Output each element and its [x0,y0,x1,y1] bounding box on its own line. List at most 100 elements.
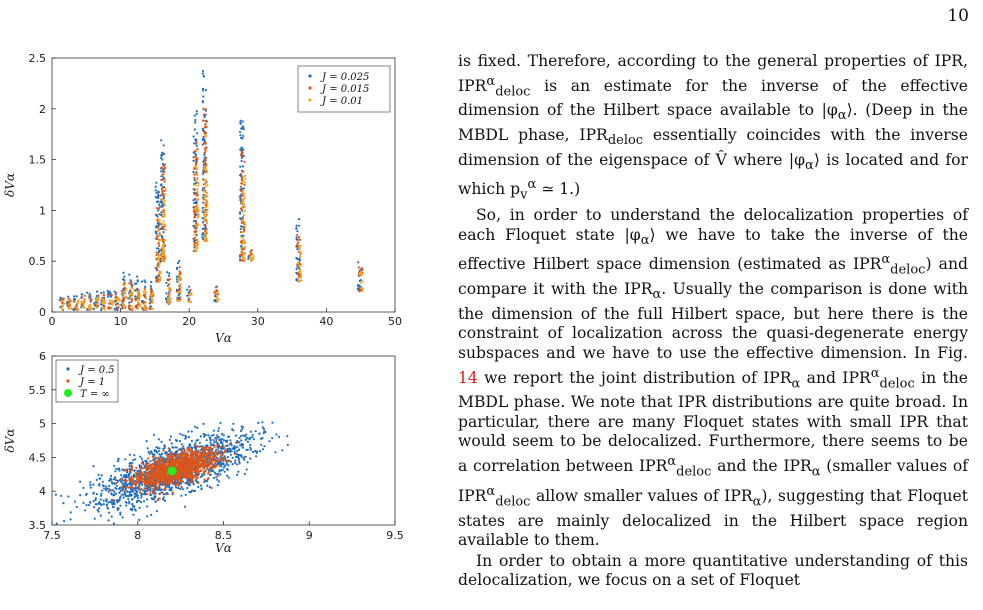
scatter-point [298,280,301,283]
scatter-point [192,135,195,138]
scatter-point [143,480,146,483]
scatter-point [240,177,244,180]
scatter-point [239,202,242,205]
scatter-point [165,281,168,284]
scatter-point [154,457,157,460]
scatter-point [134,295,137,298]
scatter-point [201,474,204,477]
scatter-point [193,459,196,462]
scatter-point [108,484,111,488]
scatter-point [157,222,160,225]
scatter-point [193,240,196,243]
scatter-point [81,306,84,309]
scatter-point [149,494,152,497]
scatter-point [204,180,207,183]
scatter-point [161,158,164,161]
x-tick-label: 40 [319,315,333,328]
scatter-point [188,482,191,485]
scatter-point [163,223,166,226]
scatter-point [210,466,213,469]
scatter-point [128,273,131,276]
scatter-point [169,299,172,303]
scatter-point [242,434,245,437]
scatter-point [146,464,149,468]
scatter-point [218,469,221,472]
scatter-point [163,259,166,262]
scatter-point [245,468,248,471]
scatter-point [162,449,165,452]
scatter-point [178,440,181,443]
scatter-point [180,286,183,289]
scatter-point [206,191,209,195]
scatter-point [218,438,221,441]
scatter-point [158,262,161,265]
scatter-point [358,289,361,292]
scatter-point [297,261,300,265]
scatter-point [106,289,109,292]
scatter-point [168,294,171,297]
scatter-point [242,214,245,217]
scatter-point [114,293,117,296]
scatter-point [202,201,205,204]
scatter-point [193,453,196,456]
scatter-point [190,464,193,467]
scatter-point [175,268,179,271]
scatter-point [82,501,85,504]
scatter-point [128,470,131,473]
scatter-point [247,257,250,260]
scatter-point [240,439,243,442]
scatter-point [118,469,121,472]
scatter-point [184,457,187,460]
scatter-point [74,305,77,308]
scatter-point [195,112,198,115]
scatter-point [122,496,125,499]
scatter-point [145,476,148,479]
scatter-point [240,206,243,209]
scatter-point [216,300,219,303]
scatter-point [160,475,164,478]
scatter-point [192,159,195,162]
scatter-point [163,209,166,212]
legend-label: J = 1 [78,377,105,388]
scatter-point [226,474,229,477]
scatter-point [83,294,86,297]
scatter-point [242,238,245,241]
scatter-point [135,486,138,489]
scatter-point [251,433,254,436]
scatter-point [194,118,197,122]
scatter-point [166,453,169,456]
scatter-point [136,479,140,482]
scatter-point [137,300,140,303]
scatter-point [124,501,127,504]
scatter-point [203,224,206,227]
scatter-point [130,462,134,465]
scatter-point [197,473,200,476]
scatter-point [101,480,104,483]
scatter-point [152,487,155,490]
scatter-point [242,241,245,244]
scatter-point [136,472,139,475]
scatter-point [204,444,207,447]
scatter-point [261,426,264,429]
y-tick-label: 3.5 [29,519,47,532]
scatter-point [205,459,208,462]
scatter-point [160,211,163,214]
scatter-point [167,302,170,305]
scatter-point [277,435,281,438]
figure-reference-link[interactable]: 14 [458,368,478,387]
scatter-point [298,236,301,239]
scatter-point [115,291,118,294]
scatter-point [203,478,206,481]
scatter-point [164,187,167,190]
scatter-point [155,181,158,184]
scatter-point [158,447,161,450]
scatter-point [95,306,98,309]
scatter-point [204,178,208,181]
scatter-point [206,446,209,449]
scatter-point [129,297,132,300]
scatter-point [132,513,135,516]
scatter-point [205,168,208,171]
scatter-point [123,480,126,483]
scatter-point [161,223,164,226]
scatter-point [161,190,164,193]
